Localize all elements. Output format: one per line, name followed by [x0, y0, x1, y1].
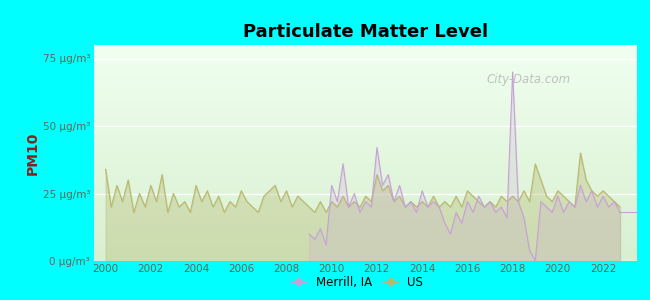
Y-axis label: PM10: PM10 [26, 131, 40, 175]
Legend: Merrill, IA, US: Merrill, IA, US [287, 272, 428, 294]
Text: City-Data.com: City-Data.com [486, 73, 571, 86]
Title: Particulate Matter Level: Particulate Matter Level [243, 23, 488, 41]
